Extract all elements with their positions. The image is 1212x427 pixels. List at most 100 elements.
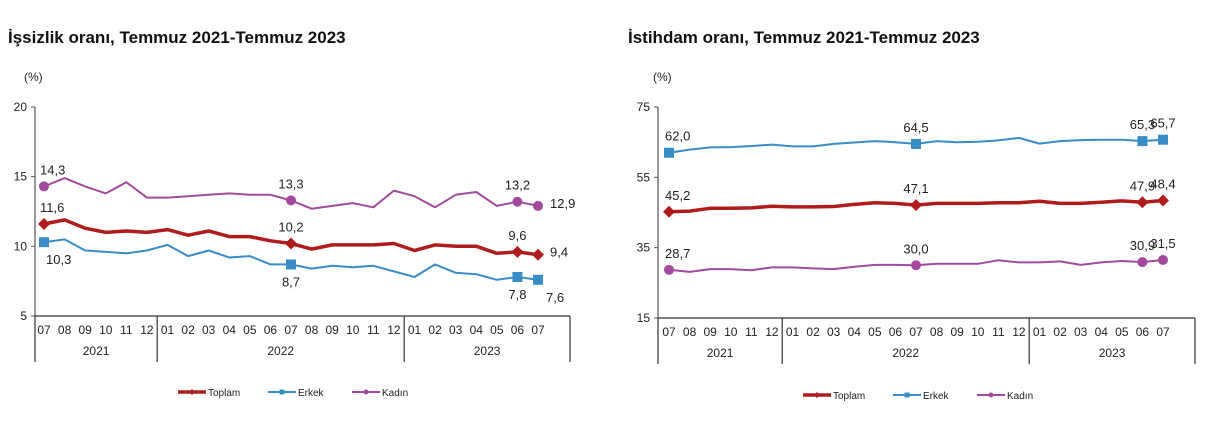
data-point-marker — [286, 259, 296, 270]
data-label: 65,7 — [1150, 116, 1175, 131]
data-point-marker — [664, 264, 674, 275]
legend-item-erkek: Erkek — [893, 391, 950, 402]
data-point-marker — [38, 218, 50, 231]
legend-marker — [189, 389, 195, 395]
data-label: 9,4 — [550, 245, 568, 260]
month-label: 02 — [428, 323, 442, 337]
y-tick-label: 5 — [20, 309, 27, 323]
data-label: 47,1 — [903, 181, 928, 196]
y-tick-label: 20 — [14, 100, 28, 114]
data-label: 14,3 — [40, 162, 65, 177]
data-point-marker — [664, 147, 674, 158]
data-label: 30,0 — [903, 241, 928, 256]
month-label: 07 — [909, 325, 923, 339]
month-label: 09 — [703, 325, 717, 339]
data-label: 7,6 — [546, 290, 564, 305]
series-erkek: 10,3 8,7 7,8 7,6 — [39, 237, 564, 305]
data-point-marker — [911, 138, 921, 149]
month-label: 01 — [161, 323, 175, 337]
month-label: 09 — [950, 325, 964, 339]
month-label: 11 — [745, 325, 758, 339]
y-tick-label: 75 — [637, 100, 651, 114]
data-point-marker — [1137, 136, 1148, 147]
data-point-marker — [1157, 194, 1169, 207]
month-label: 05 — [243, 323, 257, 337]
year-label: 2022 — [892, 346, 919, 360]
data-label: 10,2 — [278, 220, 303, 235]
month-label: 08 — [58, 323, 72, 337]
y-tick-label: 15 — [637, 311, 651, 325]
month-label: 11 — [992, 325, 1005, 339]
data-point-marker — [512, 271, 523, 282]
data-label: 8,7 — [282, 274, 300, 289]
data-point-marker — [663, 205, 675, 218]
data-label: 64,5 — [903, 120, 928, 135]
series-kadın: 14,3 13,3 13,2 12,9 — [39, 162, 575, 211]
month-label: 03 — [449, 323, 463, 337]
legend-marker — [363, 389, 369, 395]
data-label: 9,6 — [508, 228, 526, 243]
legend-label: Kadın — [382, 388, 408, 399]
data-label: 28,7 — [665, 246, 690, 261]
y-tick-label: 15 — [14, 170, 28, 184]
month-label: 09 — [325, 323, 339, 337]
month-label: 10 — [346, 323, 360, 337]
data-point-marker — [533, 274, 543, 285]
unemployment-unit-label: (%) — [24, 70, 43, 84]
data-point-marker — [1158, 134, 1168, 145]
data-point-marker — [39, 181, 49, 192]
legend-label: Toplam — [833, 391, 865, 402]
month-label: 07 — [662, 325, 676, 339]
employment-legend: Toplam Erkek Kadın — [803, 391, 1033, 402]
legend-label: Toplam — [208, 388, 240, 399]
series-toplam: 11,6 10,2 9,6 9,4 — [38, 200, 568, 261]
series-erkek: 62,0 64,5 65,365,7 — [664, 116, 1176, 158]
month-label: 07 — [1156, 325, 1170, 339]
month-label: 02 — [181, 323, 195, 337]
legend-item-kadın: Kadın — [352, 388, 408, 399]
data-label: 7,8 — [508, 287, 526, 302]
legend-marker — [904, 392, 910, 398]
series-kadın: 28,7 30,0 30,931,5 — [664, 236, 1176, 275]
unemployment-chart-title: İşsizlik oranı, Temmuz 2021-Temmuz 2023 — [8, 28, 346, 47]
month-label: 04 — [1095, 325, 1109, 339]
month-label: 07 — [37, 323, 51, 337]
data-point-marker — [1137, 257, 1148, 268]
employment-unit-label: (%) — [653, 70, 672, 84]
data-label: 31,5 — [1150, 236, 1175, 251]
year-label: 2021 — [83, 344, 110, 358]
legend-marker — [988, 392, 994, 398]
data-label: 48,4 — [1150, 177, 1175, 192]
month-label: 10 — [724, 325, 738, 339]
legend-item-erkek: Erkek — [268, 388, 325, 399]
data-label: 12,9 — [550, 196, 575, 211]
month-label: 10 — [99, 323, 113, 337]
data-label: 30,9 — [1130, 238, 1155, 253]
month-label: 03 — [827, 325, 841, 339]
year-label: 2021 — [707, 346, 734, 360]
year-label: 2023 — [1099, 346, 1126, 360]
month-label: 11 — [367, 323, 380, 337]
legend-marker — [814, 392, 820, 398]
data-point-marker — [511, 245, 524, 258]
month-label: 01 — [786, 325, 800, 339]
month-label: 09 — [78, 323, 92, 337]
y-tick-label: 35 — [637, 241, 651, 255]
month-label: 11 — [120, 323, 133, 337]
legend-label: Kadın — [1007, 391, 1033, 402]
month-label: 12 — [1012, 325, 1026, 339]
data-label: 11,6 — [40, 200, 64, 215]
month-label: 04 — [223, 323, 237, 337]
month-label: 12 — [387, 323, 401, 337]
data-label: 45,2 — [665, 188, 690, 203]
year-label: 2022 — [267, 344, 294, 358]
employment-chart-title: İstihdam oranı, Temmuz 2021-Temmuz 2023 — [628, 28, 980, 47]
data-point-marker — [911, 260, 921, 271]
month-label: 12 — [765, 325, 779, 339]
data-label: 13,2 — [505, 178, 530, 193]
month-label: 05 — [1115, 325, 1129, 339]
data-label: 13,3 — [278, 176, 303, 191]
month-label: 01 — [1033, 325, 1047, 339]
unemployment-chart: 5 10 15 20 2021 2022 2023 07 08 09 10 11 12 01 02 03 04 0… — [14, 100, 576, 399]
